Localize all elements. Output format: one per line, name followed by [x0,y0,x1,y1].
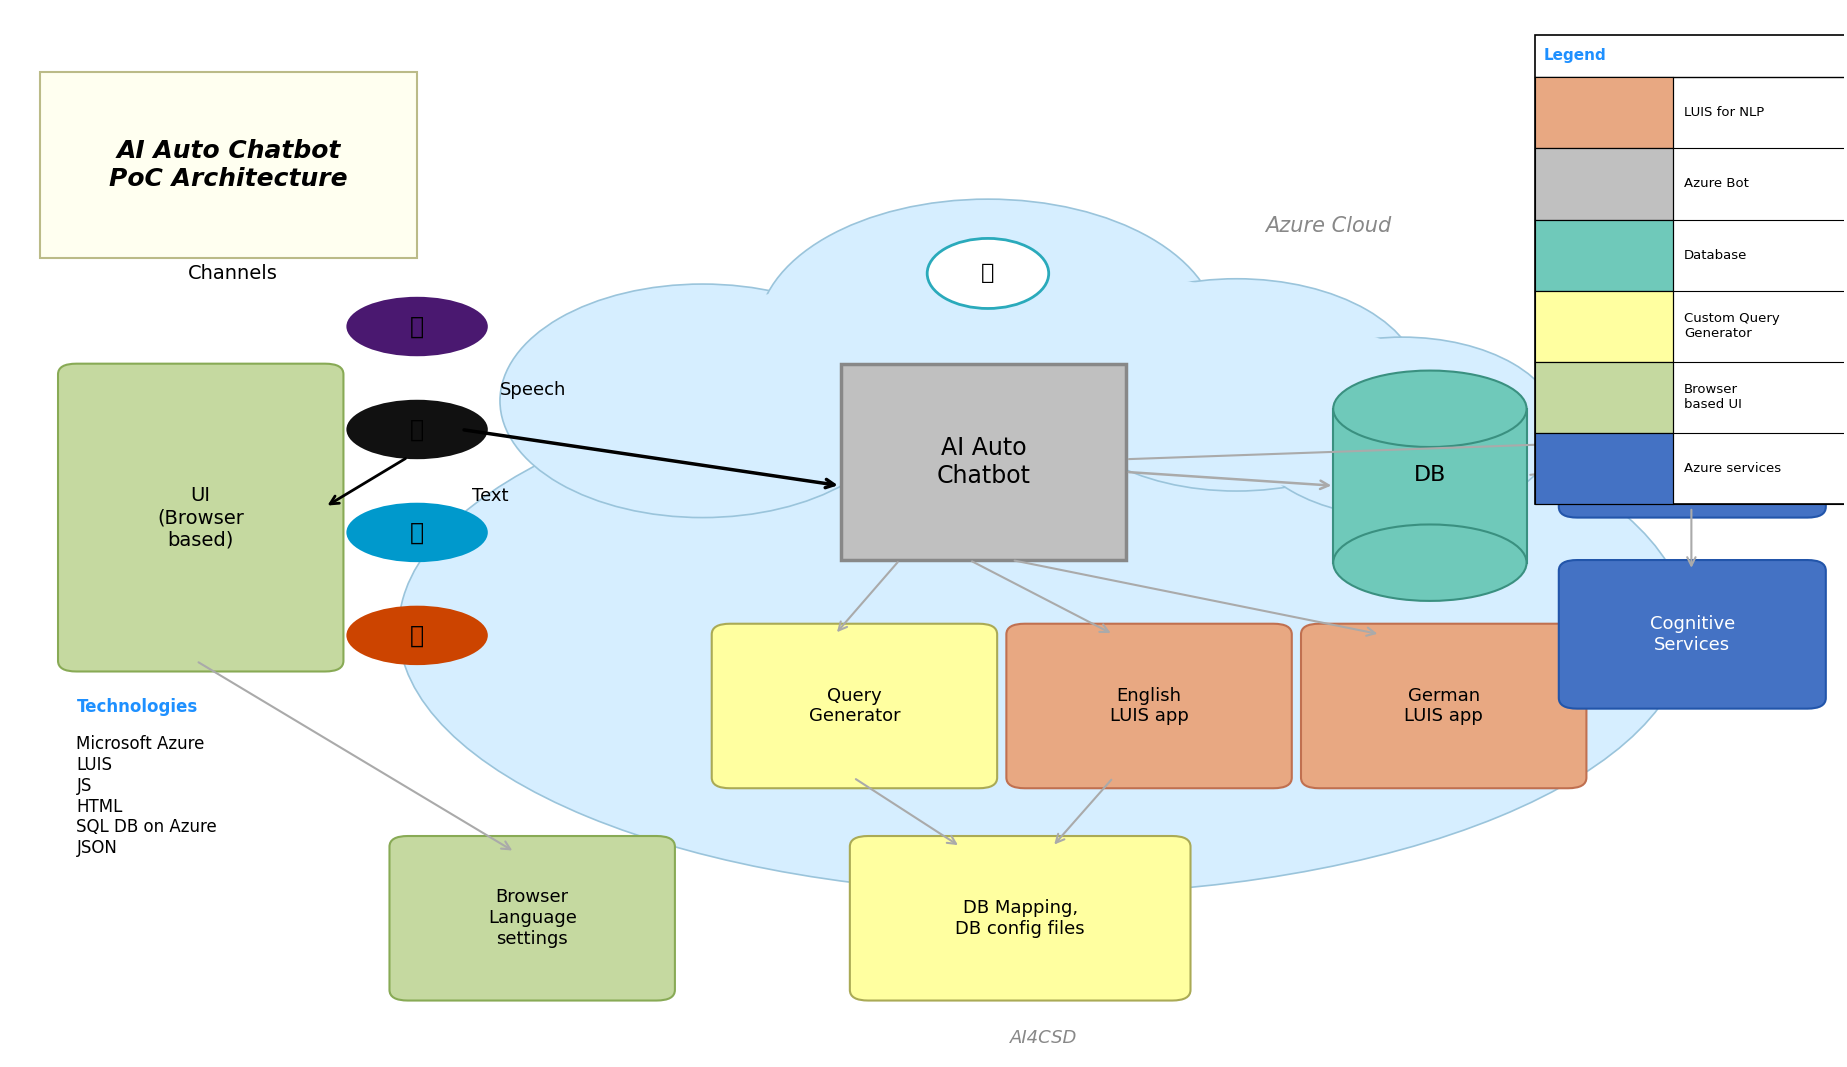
Ellipse shape [347,503,488,562]
Text: AI4CSD: AI4CSD [1010,1029,1077,1047]
Text: Azure services: Azure services [1684,462,1781,475]
Text: English
LUIS app: English LUIS app [1110,686,1188,726]
Bar [1535,433,1673,504]
Ellipse shape [347,606,488,665]
Text: Browser
Language
settings: Browser Language settings [488,889,576,949]
Text: Database: Database [1684,249,1747,261]
Ellipse shape [1127,327,1457,485]
Text: Microsoft Azure
LUIS
JS
HTML
SQL DB on Azure
JSON: Microsoft Azure LUIS JS HTML SQL DB on A… [76,735,218,857]
Ellipse shape [1053,278,1420,491]
Bar [1334,409,1527,562]
Ellipse shape [1245,337,1559,517]
Text: German
LUIS app: German LUIS app [1404,686,1483,726]
FancyBboxPatch shape [57,364,344,671]
Text: UI
(Browser
based): UI (Browser based) [157,487,244,550]
Bar [1535,148,1673,220]
FancyBboxPatch shape [1300,624,1587,789]
Text: 🖥: 🖥 [410,623,425,648]
Text: Azure Bot
Service: Azure Bot Service [1649,424,1736,463]
Text: 🚗: 🚗 [410,315,425,338]
Text: Text: Text [473,488,508,506]
Text: Browser
based UI: Browser based UI [1684,383,1742,411]
Text: DB: DB [1413,465,1446,485]
Text: Legend: Legend [1544,48,1607,63]
FancyBboxPatch shape [390,837,674,1001]
Text: Technologies: Technologies [76,698,198,716]
Text: AI Auto
Chatbot: AI Auto Chatbot [936,436,1031,488]
Bar [39,71,417,257]
Text: 📺: 📺 [410,521,425,544]
Ellipse shape [628,289,1034,480]
Text: Channels: Channels [188,264,277,283]
Ellipse shape [905,273,1310,464]
Text: Custom Query
Generator: Custom Query Generator [1684,313,1781,340]
Ellipse shape [1334,370,1527,447]
Text: Azure Bot: Azure Bot [1684,177,1749,191]
Ellipse shape [347,400,488,459]
FancyBboxPatch shape [1559,369,1827,517]
Text: Speech: Speech [501,381,567,399]
FancyBboxPatch shape [711,624,997,789]
Bar [1535,362,1673,433]
FancyBboxPatch shape [1559,560,1827,708]
Ellipse shape [1334,525,1527,601]
Text: Azure Cloud: Azure Cloud [1265,216,1393,236]
Text: DB Mapping,
DB config files: DB Mapping, DB config files [955,898,1084,938]
Text: 👤: 👤 [410,417,425,442]
Text: 🧠: 🧠 [981,264,996,284]
Ellipse shape [501,284,905,517]
Bar [1535,34,1847,504]
Text: Query
Generator: Query Generator [809,686,899,726]
Ellipse shape [347,297,488,356]
Text: Cognitive
Services: Cognitive Services [1649,615,1734,654]
Ellipse shape [757,200,1219,464]
Circle shape [927,238,1049,308]
Bar [840,364,1127,560]
FancyBboxPatch shape [850,837,1191,1001]
FancyBboxPatch shape [1007,624,1291,789]
Bar [1535,220,1673,290]
Text: LUIS for NLP: LUIS for NLP [1684,107,1764,120]
Bar [1535,77,1673,148]
Bar [1535,290,1673,362]
Ellipse shape [399,364,1688,894]
Text: AI Auto Chatbot
PoC Architecture: AI Auto Chatbot PoC Architecture [109,139,347,191]
